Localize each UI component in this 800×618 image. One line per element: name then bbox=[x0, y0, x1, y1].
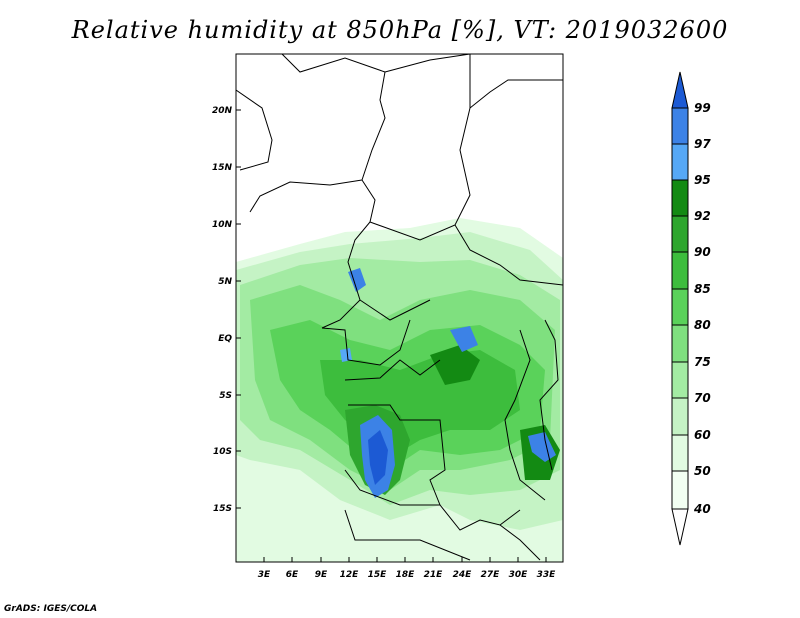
colorbar-swatch bbox=[671, 470, 689, 510]
colorbar-swatch bbox=[671, 215, 689, 253]
lon-label: 21E bbox=[424, 570, 444, 580]
country-borders bbox=[236, 54, 563, 561]
colorbar-label: 97 bbox=[694, 137, 711, 151]
colorbar-swatch bbox=[671, 107, 689, 145]
lat-label: 10S bbox=[213, 447, 232, 457]
lon-label: 6E bbox=[286, 570, 299, 580]
colorbar: 99 97 95 92 90 85 80 75 70 60 50 40 bbox=[671, 71, 711, 546]
credit-text: GrADS: IGES/COLA bbox=[4, 604, 98, 614]
longitude-axis: 3E 6E 9E 12E 15E 18E 21E 24E 27E 30E 33E bbox=[258, 557, 556, 580]
colorbar-label: 70 bbox=[694, 391, 711, 405]
lon-label: 15E bbox=[368, 570, 388, 580]
colorbar-swatch bbox=[671, 324, 689, 363]
lon-label: 30E bbox=[509, 570, 529, 580]
colorbar-swatch bbox=[671, 361, 689, 399]
colorbar-swatch bbox=[671, 143, 689, 181]
lon-label: 24E bbox=[453, 570, 473, 580]
latitude-axis: 20N 15N 10N 5N EQ 5S 10S 15S bbox=[212, 106, 241, 514]
lon-label: 3E bbox=[258, 570, 271, 580]
rh-region-97-congo bbox=[450, 326, 478, 352]
lon-label: 18E bbox=[396, 570, 416, 580]
colorbar-label: 80 bbox=[694, 318, 711, 332]
colorbar-label: 40 bbox=[693, 502, 711, 516]
colorbar-swatch bbox=[671, 397, 689, 436]
colorbar-label: 60 bbox=[694, 428, 711, 442]
colorbar-label: 50 bbox=[694, 464, 711, 478]
humidity-field bbox=[236, 218, 563, 562]
lat-label: 20N bbox=[212, 106, 233, 116]
lon-label: 12E bbox=[340, 570, 360, 580]
colorbar-label: 99 bbox=[694, 101, 711, 115]
lat-label: EQ bbox=[218, 334, 232, 344]
rh-region-97-lakes bbox=[528, 432, 556, 462]
colorbar-label: 95 bbox=[694, 173, 711, 187]
colorbar-label: 75 bbox=[694, 355, 711, 369]
colorbar-swatch bbox=[671, 288, 689, 326]
colorbar-label: 85 bbox=[694, 282, 711, 296]
lon-label: 27E bbox=[481, 570, 501, 580]
rh-region-92 bbox=[430, 345, 480, 385]
lat-label: 5N bbox=[218, 277, 232, 287]
colorbar-swatch bbox=[671, 434, 689, 472]
lat-label: 10N bbox=[212, 220, 233, 230]
lat-label: 15N bbox=[212, 163, 233, 173]
rh-region-97-small bbox=[340, 348, 352, 362]
rh-region-97-cameroon bbox=[348, 268, 366, 292]
map-title: Relative humidity at 850hPa [%], VT: 201… bbox=[71, 16, 729, 44]
colorbar-bottom-arrow bbox=[671, 508, 689, 546]
map-frame bbox=[235, 53, 564, 563]
colorbar-label: 90 bbox=[694, 245, 711, 259]
colorbar-swatch bbox=[671, 179, 689, 217]
lat-label: 5S bbox=[219, 391, 232, 401]
rh-region-99-angola bbox=[368, 430, 388, 485]
colorbar-swatch bbox=[671, 251, 689, 290]
colorbar-label: 92 bbox=[694, 209, 711, 223]
lon-label: 9E bbox=[315, 570, 328, 580]
colorbar-top-arrow bbox=[671, 71, 689, 109]
lat-label: 15S bbox=[213, 504, 232, 514]
lon-label: 33E bbox=[537, 570, 557, 580]
